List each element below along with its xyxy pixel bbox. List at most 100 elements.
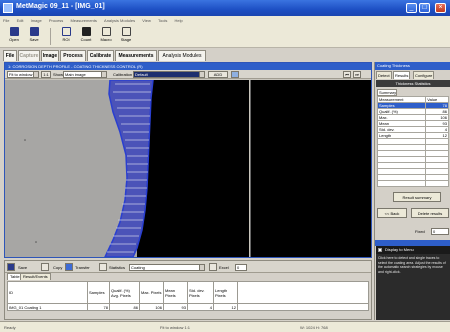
speck (35, 241, 37, 243)
status-dimensions: W: 1024 H: 768 (300, 325, 328, 330)
tab-file[interactable]: File (3, 50, 17, 61)
image-window-title: 1: CORROSION DEPTH PROFILE - COATING THI… (5, 63, 371, 70)
table-cell: IMG_01 Coating 1 (7, 303, 88, 311)
table-header-row: ID Samples Qualif. (%) Avg. Pixels Max. … (7, 281, 369, 304)
image-window-toolbar: Fit to window 1:1 Show Main image Calibr… (5, 70, 371, 79)
show-select[interactable]: Main image (63, 71, 107, 78)
column-header[interactable]: Max. Pixels (139, 281, 164, 304)
menu-bar: File Edit Image Process Measurements Ana… (0, 16, 450, 25)
back-button[interactable]: << Back (377, 208, 407, 218)
tab-process[interactable]: Process (60, 50, 86, 61)
stage-button[interactable]: Stage (116, 26, 136, 47)
statistics-table: Measurement Value Samples 78 Qualif. (%)… (376, 96, 449, 187)
tab-calibrate[interactable]: Calibrate (87, 50, 114, 61)
table-row[interactable]: IMG_01 Coating 1 78 86 106 93 4 12 (7, 303, 369, 311)
statistics-subheader: Thickness Statistics (376, 80, 450, 87)
stats-row-empty (376, 180, 449, 187)
result-summary-button[interactable]: Result summary (393, 192, 441, 202)
apply-icon[interactable] (231, 71, 239, 78)
menu-process[interactable]: Process (48, 18, 64, 23)
calibration-select[interactable]: Default (133, 71, 205, 78)
tab-configure[interactable]: Configure (413, 71, 435, 79)
add-button[interactable]: ADD (208, 71, 228, 78)
count-button[interactable]: Count (76, 26, 96, 47)
tab-measurements[interactable]: Measurements (115, 50, 157, 61)
app-icon (3, 3, 13, 13)
column-header[interactable]: Std. dev. Pixels (187, 281, 214, 304)
copy-icon[interactable] (41, 263, 49, 271)
table-cell-empty (237, 303, 369, 311)
zoom-select[interactable]: Fit to window (7, 71, 39, 78)
delete-results-button[interactable]: Delete results (411, 208, 449, 218)
save-results-label[interactable]: Save (18, 265, 28, 270)
title-bar[interactable]: MetMagic 09_11 - [IMG_01] _ □ × (0, 0, 450, 16)
menu-edit[interactable]: Edit (16, 18, 24, 23)
table-cell: 12 (213, 303, 238, 311)
save-button[interactable]: Save (24, 26, 44, 47)
table-cell: 106 (139, 303, 164, 311)
tab-analysis-modules[interactable]: Analysis Modules (158, 50, 206, 61)
image-canvas-background[interactable] (137, 80, 249, 257)
open-button[interactable]: Open (4, 26, 24, 47)
last-frame-icon[interactable]: ⏭ (353, 71, 361, 78)
excel-field[interactable]: 0 (235, 264, 247, 271)
column-header[interactable]: Qualif. (%) Avg. Pixels (109, 281, 140, 304)
statistics-select[interactable]: Coating (129, 264, 205, 271)
column-header[interactable]: ID (7, 281, 88, 304)
measurement-tabs: Table Result/Events (5, 273, 371, 280)
menu-image[interactable]: Image (30, 18, 42, 23)
statistics-icon[interactable] (99, 263, 107, 271)
ratio-button[interactable]: 1:1 (41, 71, 51, 78)
coating-region (104, 80, 154, 257)
status-text: Ready (4, 325, 16, 330)
macro-icon (101, 27, 111, 36)
menu-file[interactable]: File (3, 18, 10, 23)
menu-analysis-modules[interactable]: Analysis Modules (104, 18, 136, 23)
maximize-button[interactable]: □ (419, 3, 430, 13)
first-frame-icon[interactable]: ⏮ (343, 71, 351, 78)
panel-title: Coating Thickness (375, 62, 450, 70)
column-header-empty (237, 281, 369, 304)
stage-icon (121, 27, 131, 36)
save-results-icon[interactable] (7, 263, 15, 271)
measurement-table: ID Samples Qualif. (%) Avg. Pixels Max. … (7, 281, 369, 311)
menu-help[interactable]: Help (174, 18, 183, 23)
menu-view[interactable]: View (142, 18, 151, 23)
minimize-button[interactable]: _ (406, 3, 417, 13)
tab-image[interactable]: Image (41, 50, 59, 61)
toolbar-separator (50, 28, 51, 45)
save-icon (29, 27, 39, 36)
transfer-label[interactable]: Transfer (75, 265, 90, 270)
copy-label[interactable]: Copy (53, 265, 63, 270)
checkbox-icon[interactable] (378, 248, 382, 252)
statistics-label: Statistics (109, 265, 126, 270)
tab-result-events[interactable]: Result/Events (20, 273, 51, 280)
menu-measurements[interactable]: Measurements (70, 18, 97, 23)
fixed-label: Fixed (415, 229, 425, 234)
measurement-panel: Save Copy Transfer Statistics Coating Ex… (4, 260, 372, 320)
thickness-traces (107, 83, 151, 253)
column-header[interactable]: Mean Pixels (163, 281, 188, 304)
column-header[interactable]: Length Pixels (213, 281, 238, 304)
menu-tools[interactable]: Tools (158, 18, 168, 23)
coating-overlay[interactable] (5, 80, 249, 257)
tab-capture[interactable]: Capture (18, 50, 40, 61)
table-cell: 4 (187, 303, 214, 311)
module-tabs: File Capture Image Process Calibrate Mea… (0, 49, 450, 61)
column-header[interactable]: Samples (87, 281, 110, 304)
tab-results[interactable]: Results (393, 71, 411, 79)
tab-detect[interactable]: Detect (376, 71, 392, 79)
tab-summary[interactable]: Summary (377, 89, 397, 96)
macro-button[interactable]: Macro (96, 26, 116, 47)
close-button[interactable]: × (435, 3, 446, 13)
display-to-menu-checkbox[interactable]: Display to Menu (376, 246, 450, 254)
status-zoom: Fit to window 1:1 (160, 325, 191, 330)
table-cell: 93 (163, 303, 188, 311)
roi-button[interactable]: ROI (56, 26, 76, 47)
excel-icon[interactable] (209, 263, 217, 271)
fixed-field[interactable]: 0 (431, 228, 449, 235)
count-icon (81, 27, 91, 36)
image-canvas-secondary[interactable] (250, 80, 371, 257)
transfer-icon[interactable] (65, 263, 73, 271)
